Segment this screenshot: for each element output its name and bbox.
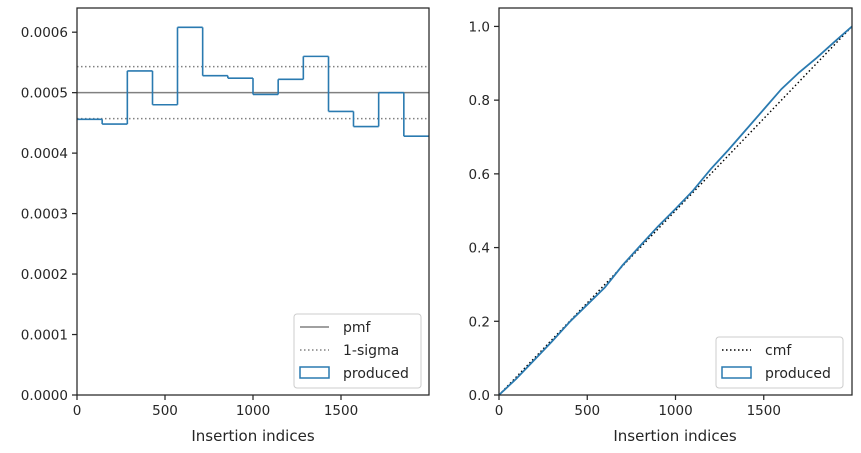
histogram-y-tick-label: 0.0000 (21, 388, 68, 404)
cmf-y-tick-label: 0.4 (469, 241, 490, 257)
cmf-y-tick-label: 0.6 (469, 167, 490, 183)
cmf-plot: 0 500 1000 1500 0.0 0.2 0.4 0.6 0.8 1.0 Insertion… (469, 7, 853, 445)
histogram-x-tick-label: 1000 (236, 403, 270, 419)
cmf-ticks: 0 500 1000 1500 0.0 0.2 0.4 0.6 0.8 1.0 (469, 19, 781, 419)
cmf-lines (498, 25, 853, 396)
histogram-plot: 0 500 1000 1500 0.0000 0.0001 0.0002 0.0003 0.00… (21, 7, 430, 445)
histogram-y-tick-label: 0.0006 (21, 25, 68, 41)
cmf-legend: cmf produced (715, 336, 844, 389)
legend-produced-label: produced (343, 366, 409, 382)
legend-sigma-label: 1-sigma (343, 343, 399, 359)
legend-produced-swatch (299, 366, 330, 379)
cmf-y-tick-label: 0.2 (469, 314, 490, 330)
cmf-legend-box (715, 336, 844, 389)
legend-cmf-produced-swatch (721, 366, 752, 379)
histogram-x-tick-label: 500 (152, 403, 178, 419)
cmf-x-tick-label: 1000 (658, 403, 692, 419)
legend-cmf-label: cmf (765, 343, 792, 359)
cmf-line (498, 25, 853, 396)
cmf-y-tick-label: 0.0 (469, 388, 490, 404)
cmf-x-tick-label: 500 (574, 403, 600, 419)
cmf-y-tick-label: 0.8 (469, 93, 490, 109)
histogram-y-tick-label: 0.0002 (21, 267, 68, 283)
histogram-x-tick-label: 0 (73, 403, 82, 419)
histogram-y-tick-label: 0.0004 (21, 146, 68, 162)
histogram-legend: pmf 1-sigma produced (293, 313, 422, 389)
cmf-y-tick-label: 1.0 (469, 19, 490, 35)
histogram-x-tick-label: 1500 (324, 403, 358, 419)
histogram-lines (77, 26, 429, 137)
produced-cumulative-line (498, 25, 853, 396)
histogram-legend-box (293, 313, 422, 389)
legend-cmf-produced-label: produced (765, 366, 831, 382)
histogram-y-tick-label: 0.0005 (21, 86, 68, 102)
legend-pmf-label: pmf (343, 320, 372, 336)
histogram-y-tick-label: 0.0001 (21, 328, 68, 344)
histogram-x-axis-label: Insertion indices (191, 427, 314, 445)
histogram-ticks: 0 500 1000 1500 0.0000 0.0001 0.0002 0.0003 0.00… (21, 25, 358, 419)
cmf-x-axis-label: Insertion indices (613, 427, 736, 445)
cmf-x-tick-label: 0 (495, 403, 504, 419)
cmf-x-tick-label: 1500 (747, 403, 781, 419)
histogram-y-tick-label: 0.0003 (21, 207, 68, 223)
